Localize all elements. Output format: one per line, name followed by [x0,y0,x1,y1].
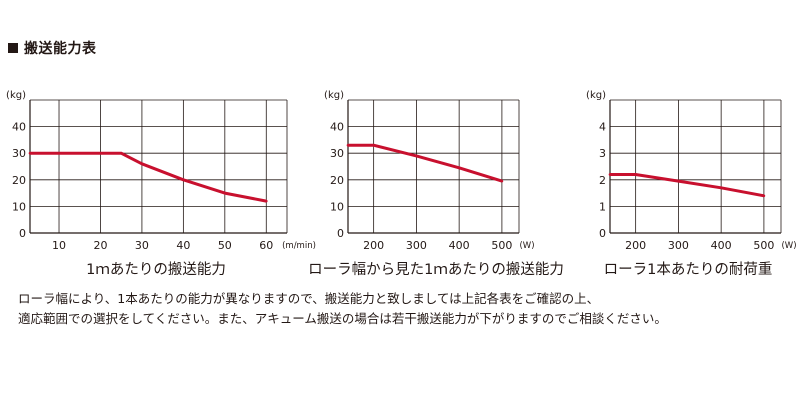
data-point [372,143,375,147]
data-point [182,178,185,182]
y-tick-label: 0 [19,227,26,240]
data-point [634,173,637,176]
x-axis-unit: (m/min) [282,241,316,251]
data-point [719,186,723,190]
data-point [457,166,461,170]
chart-3-caption: ローラ1本あたりの耐荷重 [603,262,773,278]
data-point [28,151,32,155]
x-tick-label: 200 [625,239,646,252]
data-point [140,162,144,166]
data-point [415,154,418,158]
data-point [119,151,123,155]
x-tick-label: 60 [259,239,273,252]
data-point [264,199,268,203]
y-tick-label: 4 [599,121,606,134]
section-title-text: 搬送能力表 [24,41,97,57]
x-tick-label: 40 [176,239,190,252]
y-tick-label: 40 [12,121,26,134]
y-axis-unit: (kg) [324,90,344,101]
y-tick-label: 1 [599,200,606,213]
y-tick-label: 2 [599,174,606,187]
y-axis-unit: (kg) [586,90,606,101]
y-tick-label: 20 [12,174,26,187]
x-tick-label: 300 [668,239,689,252]
y-tick-label: 0 [599,227,606,240]
x-tick-label: 200 [363,239,384,252]
chart-2-caption: ローラ幅から見た1ｍあたりの搬送能力 [308,262,564,278]
chart-3: 0 1 2 3 4 (kg) 200 300 400 500 (W) [586,90,796,252]
series-line [348,143,503,183]
y-tick-label: 40 [330,121,344,134]
data-point [762,194,766,198]
square-bullet-icon [8,43,18,53]
x-tick-label: 20 [93,239,107,252]
x-axis-unit: (W) [781,241,796,251]
chart-2: 0 10 20 30 40 (kg) 200 300 400 500 (W) [324,90,534,252]
x-tick-label: 500 [753,239,774,252]
y-tick-label: 10 [330,200,344,213]
data-point [608,173,612,176]
x-axis-unit: (W) [519,241,534,251]
section-title: 搬送能力表 [8,38,97,58]
x-tick-label: 500 [491,239,512,252]
y-tick-label: 30 [12,147,26,160]
data-point [223,191,227,195]
chart-1-caption: 1ｍあたりの搬送能力 [86,262,226,278]
y-tick-label: 30 [330,147,344,160]
y-tick-label: 10 [12,200,26,213]
data-point [346,143,350,147]
y-axis-unit: (kg) [6,90,26,101]
x-tick-label: 400 [711,239,732,252]
y-tick-label: 20 [330,174,344,187]
x-tick-label: 10 [52,239,66,252]
x-tick-label: 300 [406,239,427,252]
x-tick-label: 400 [449,239,470,252]
y-tick-label: 0 [337,227,344,240]
series-line [30,151,267,203]
data-point [677,179,680,183]
data-point [500,179,504,183]
x-tick-label: 30 [135,239,149,252]
series-line [610,173,765,198]
x-tick-label: 50 [218,239,232,252]
note-line-2: 適応範囲での選択をしてください。また、アキューム搬送の場合は若干搬送能力が下がり… [18,311,667,326]
chart-1: 0 10 20 30 40 (kg) 10 20 30 40 50 60 (m/min) [6,90,316,252]
y-tick-label: 3 [599,147,606,160]
note-line-1: ローラ幅により、1本あたりの能力が異なりますので、搬送能力と致しましては上記各表… [18,291,600,306]
